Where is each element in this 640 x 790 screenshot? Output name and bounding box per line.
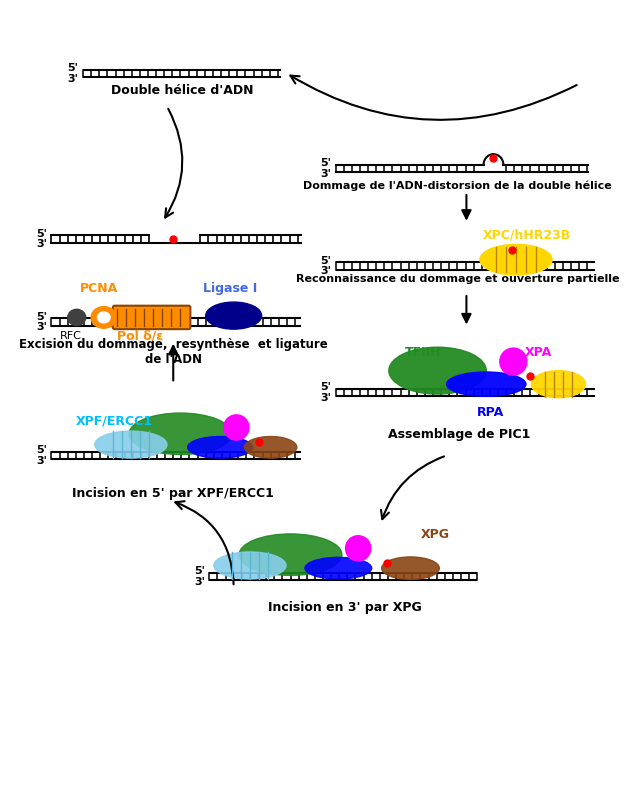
Ellipse shape	[381, 557, 439, 580]
Ellipse shape	[389, 347, 486, 394]
FancyArrowPatch shape	[175, 501, 234, 585]
Ellipse shape	[68, 310, 86, 325]
Text: RPA: RPA	[477, 406, 504, 419]
Text: Pol δ/ε: Pol δ/ε	[117, 329, 163, 342]
Text: XPC/hHR23B: XPC/hHR23B	[483, 229, 571, 242]
Text: XPG: XPG	[420, 529, 449, 541]
Text: XPA: XPA	[525, 346, 552, 359]
Text: Reconnaissance du dommage et ouverture partielle: Reconnaissance du dommage et ouverture p…	[296, 274, 619, 284]
Text: 3': 3'	[320, 266, 331, 276]
FancyArrowPatch shape	[381, 457, 444, 519]
Text: Incision en 5' par XPF/ERCC1: Incision en 5' par XPF/ERCC1	[72, 487, 274, 500]
Text: Ligase I: Ligase I	[203, 282, 257, 295]
Text: Dommage de l'ADN-distorsion de la double hélice: Dommage de l'ADN-distorsion de la double…	[303, 180, 612, 191]
Text: 3': 3'	[36, 456, 47, 466]
Text: 3': 3'	[36, 239, 47, 250]
Text: 5': 5'	[320, 256, 331, 265]
FancyArrowPatch shape	[462, 295, 470, 322]
Text: TFIIH: TFIIH	[405, 346, 442, 359]
Text: Incision en 3' par XPG: Incision en 3' par XPG	[268, 601, 422, 615]
Text: 5': 5'	[194, 566, 205, 576]
Text: RFC: RFC	[60, 331, 83, 341]
FancyArrowPatch shape	[291, 76, 577, 120]
FancyArrowPatch shape	[169, 346, 177, 381]
Ellipse shape	[244, 437, 297, 458]
Ellipse shape	[188, 437, 253, 458]
Text: 5': 5'	[36, 228, 47, 239]
Text: Double hélice d'ADN: Double hélice d'ADN	[111, 84, 253, 96]
Ellipse shape	[214, 552, 286, 579]
FancyArrowPatch shape	[165, 109, 182, 217]
Ellipse shape	[224, 415, 249, 440]
Ellipse shape	[97, 312, 110, 323]
Ellipse shape	[129, 413, 232, 454]
Ellipse shape	[91, 307, 116, 329]
Text: 3': 3'	[194, 577, 205, 587]
Text: 5': 5'	[36, 311, 47, 322]
Ellipse shape	[447, 372, 526, 397]
Text: 5': 5'	[36, 445, 47, 455]
Ellipse shape	[305, 558, 372, 579]
FancyBboxPatch shape	[113, 306, 190, 329]
Ellipse shape	[500, 348, 527, 375]
Text: XPF/ERCC1: XPF/ERCC1	[76, 415, 153, 427]
Text: PCNA: PCNA	[80, 282, 118, 295]
FancyArrowPatch shape	[462, 195, 470, 219]
Ellipse shape	[239, 534, 342, 575]
Text: 5': 5'	[320, 382, 331, 392]
Ellipse shape	[346, 536, 371, 561]
Text: 5': 5'	[320, 158, 331, 168]
Ellipse shape	[95, 431, 167, 458]
Text: 3': 3'	[68, 74, 79, 85]
Ellipse shape	[205, 302, 262, 329]
Ellipse shape	[480, 244, 552, 275]
Text: 3': 3'	[320, 393, 331, 403]
Ellipse shape	[531, 371, 586, 397]
Text: 3': 3'	[320, 169, 331, 179]
Text: 3': 3'	[36, 322, 47, 333]
Text: 5': 5'	[68, 63, 79, 73]
Text: Assemblage de PIC1: Assemblage de PIC1	[388, 428, 531, 442]
Text: Excision du dommage,  resynthèse  et ligature
de l'ADN: Excision du dommage, resynthèse et ligat…	[19, 338, 328, 367]
